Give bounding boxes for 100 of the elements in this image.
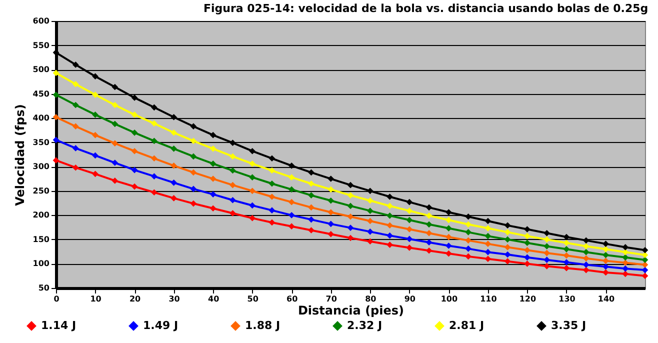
point [230,153,236,160]
point [131,148,138,154]
y-tick-label: 550 [32,40,50,50]
point [210,160,216,167]
point [308,169,314,176]
point [563,234,570,240]
point [328,209,334,216]
point [288,223,295,230]
point [465,229,472,236]
legend-label: 1.88 J [245,318,280,332]
y-tick-label: 100 [32,259,50,268]
point [328,197,334,204]
point [347,202,354,210]
point [230,196,236,204]
point [249,160,256,167]
point [504,236,511,243]
point [112,160,118,166]
x-tick-label: 70 [326,294,338,304]
point [544,236,550,243]
point [131,166,138,174]
point [151,155,158,162]
point [426,247,432,254]
point [170,162,177,169]
point [366,218,374,224]
point [524,226,530,232]
point [288,162,295,169]
point [406,226,413,232]
point [52,157,60,164]
point [484,225,492,232]
point [366,208,374,214]
point [622,260,629,266]
point [170,114,177,120]
point [446,250,452,257]
point [563,246,570,252]
point [288,198,295,206]
point [308,180,314,187]
point [249,148,256,154]
point [582,248,590,256]
point [426,239,432,246]
point [92,170,98,178]
point [170,195,177,202]
x-tick-label: 100 [440,294,458,304]
point [406,216,413,224]
point [249,202,256,209]
point [544,250,550,256]
point [190,153,197,160]
point [446,242,452,249]
y-tick-label: 300 [32,162,50,172]
point [347,182,354,188]
point [210,191,216,198]
point [170,146,177,152]
point [622,254,629,261]
point [504,222,511,229]
x-tick-label: 130 [558,294,576,304]
point [210,132,216,138]
point [288,174,295,180]
legend-label: 1.49 J [143,318,178,332]
point [642,252,648,258]
point [131,129,138,136]
point [426,221,432,228]
point [406,198,413,206]
point [484,248,492,256]
point [347,234,354,242]
point [446,216,452,224]
point [642,272,648,280]
point [230,140,236,146]
point [465,213,472,220]
point [151,120,158,127]
point [426,204,432,211]
point [524,260,530,267]
point [268,194,276,200]
point [288,212,295,218]
point [230,167,236,174]
point [328,176,334,182]
point [170,129,177,136]
point [92,73,98,80]
point [544,243,550,250]
point [92,132,98,138]
point [210,205,216,212]
x-tick-label: 140 [598,294,616,304]
point [602,246,609,252]
point [72,80,79,88]
point [190,169,197,176]
point [249,214,256,222]
point [524,254,530,261]
point [249,188,256,194]
point [602,263,609,270]
point [52,49,60,56]
point [268,180,276,187]
point [386,202,393,210]
point [92,152,98,159]
point [465,237,472,244]
point [308,227,314,234]
point [446,225,452,232]
point [210,176,216,182]
point [386,242,393,248]
y-tick-label: 250 [32,186,50,196]
point [642,246,648,254]
legend-label: 2.81 J [449,318,484,332]
x-tick-label: 90 [404,294,416,304]
